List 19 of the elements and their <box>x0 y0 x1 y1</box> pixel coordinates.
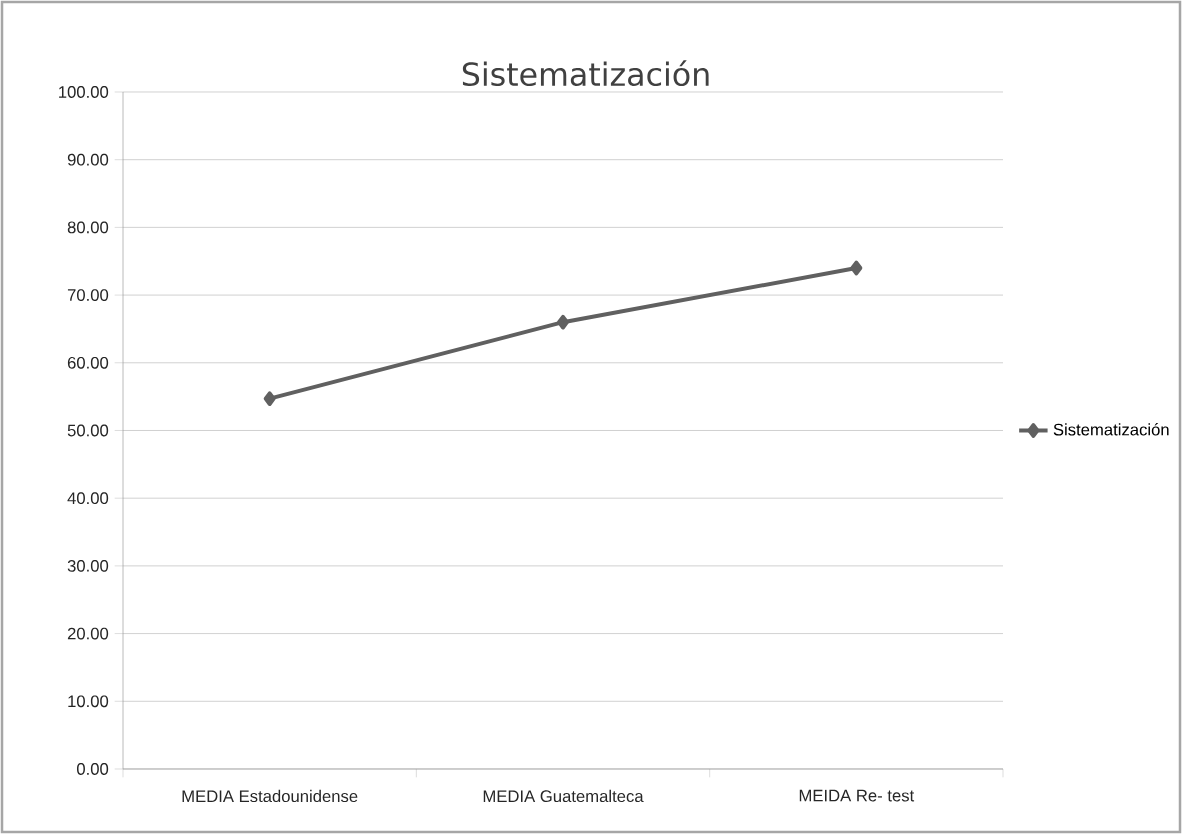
y-tick-label: 10.00 <box>68 695 109 708</box>
y-tick-label: 40.00 <box>67 492 109 505</box>
point <box>850 260 863 276</box>
legend-label: Sistematización <box>1053 423 1169 436</box>
chart-title: Sistematización <box>462 60 709 87</box>
y-tick-label: 100.00 <box>59 86 109 98</box>
x-tick-label: MEDIA Estadounidense <box>182 789 358 803</box>
y-tick-label: 90.00 <box>67 153 109 166</box>
y-tick-label: 0.00 <box>77 763 109 775</box>
y-tick-label: 50.00 <box>67 424 109 437</box>
y-tick-label: 20.00 <box>67 627 109 640</box>
y-tick-label: 60.00 <box>67 356 109 369</box>
x-tick-label: MEDIA Guatemalteca <box>483 789 644 803</box>
point <box>263 391 276 406</box>
y-tick-label: 70.00 <box>67 289 109 301</box>
x-tick-label: MEIDA Re- test <box>799 789 915 802</box>
point <box>557 314 570 330</box>
y-tick-label: 30.00 <box>67 559 109 572</box>
y-tick-label: 80.00 <box>67 221 109 234</box>
